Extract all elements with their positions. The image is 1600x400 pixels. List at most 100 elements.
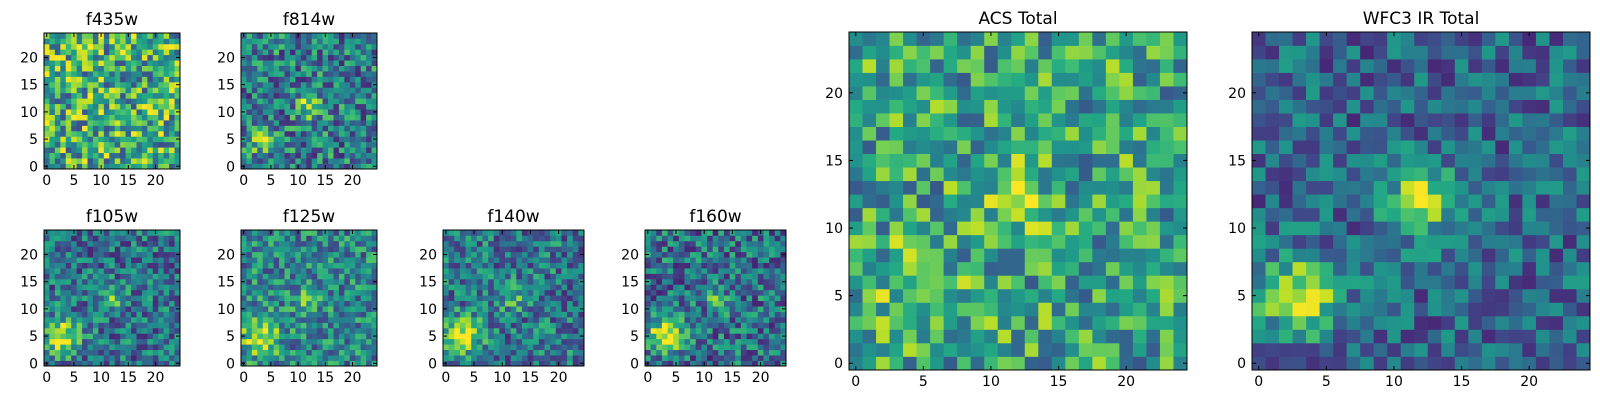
heatmap-cell xyxy=(136,268,143,274)
heatmap-cell xyxy=(488,278,495,285)
heatmap-cell xyxy=(147,333,154,340)
heatmap-cell xyxy=(54,60,61,66)
heatmap-cell xyxy=(1454,221,1469,236)
heatmap-cell xyxy=(289,76,296,83)
heatmap-cell xyxy=(769,317,776,323)
heatmap-cell xyxy=(338,355,345,361)
heatmap-cell xyxy=(328,103,334,110)
heatmap-cell xyxy=(521,327,528,334)
heatmap-cell xyxy=(916,86,931,100)
heatmap-cell xyxy=(735,349,742,356)
heatmap-cell xyxy=(65,130,72,137)
heatmap-cell xyxy=(251,152,258,159)
heatmap-cell xyxy=(109,136,116,143)
heatmap-cell xyxy=(1319,315,1334,330)
heatmap-cell xyxy=(661,311,668,318)
heatmap-cell xyxy=(338,349,345,356)
heatmap-cell xyxy=(516,257,523,263)
heatmap-cell xyxy=(76,246,83,253)
heatmap-cell xyxy=(289,163,296,170)
heatmap-cell xyxy=(1292,302,1307,317)
heatmap-cell xyxy=(87,273,94,280)
heatmap-cell xyxy=(1159,315,1174,330)
heatmap-cell xyxy=(889,221,904,236)
heatmap-cell xyxy=(1051,180,1066,195)
heatmap-cell xyxy=(752,317,759,323)
heatmap-cell xyxy=(98,60,105,66)
heatmap-cell xyxy=(92,147,99,154)
heatmap-cell xyxy=(338,327,345,334)
heatmap-cell xyxy=(131,317,137,323)
heatmap-cell xyxy=(718,360,725,367)
heatmap-cell xyxy=(1481,234,1496,249)
heatmap-cell xyxy=(505,251,512,258)
heatmap-cell xyxy=(273,322,280,329)
heatmap-cell xyxy=(355,360,362,367)
heatmap-cell xyxy=(1292,248,1307,263)
heatmap-cell xyxy=(98,38,105,45)
heatmap-cell xyxy=(289,87,296,94)
heatmap-cell xyxy=(1011,86,1026,100)
heatmap-cell xyxy=(65,338,72,345)
heatmap-cell xyxy=(136,49,143,56)
heatmap-cell xyxy=(338,136,345,143)
heatmap-cell xyxy=(493,257,500,263)
heatmap-cell xyxy=(1373,234,1388,249)
heatmap-cell xyxy=(661,257,668,263)
axes-frame xyxy=(848,31,1188,371)
heatmap-cell xyxy=(98,322,105,329)
heatmap-cell xyxy=(1441,342,1456,357)
heatmap-cell xyxy=(707,355,714,361)
heatmap-cell xyxy=(488,284,495,291)
x-tick-label: 20 xyxy=(344,173,362,189)
heatmap-cell xyxy=(344,257,351,263)
heatmap-cell xyxy=(246,289,253,296)
heatmap-cell xyxy=(268,81,274,88)
heatmap-cell xyxy=(723,338,730,345)
heatmap-cell xyxy=(510,311,517,318)
heatmap-cell xyxy=(550,230,557,236)
heatmap-cell xyxy=(1427,342,1442,357)
heatmap-cell xyxy=(241,38,247,45)
heatmap-cell xyxy=(169,235,175,242)
heatmap-cell xyxy=(1105,32,1120,46)
heatmap-cell xyxy=(1078,288,1093,303)
heatmap-cell xyxy=(328,317,334,323)
heatmap-cell xyxy=(284,273,291,280)
heatmap-cell xyxy=(1011,234,1026,249)
heatmap-cell xyxy=(273,251,280,258)
heatmap-cell xyxy=(903,342,917,357)
heatmap-cell xyxy=(459,344,466,351)
heatmap-cell xyxy=(1333,221,1347,236)
heatmap-cell xyxy=(349,251,356,258)
heatmap-cell xyxy=(268,120,274,126)
heatmap-cell xyxy=(158,268,165,274)
heatmap-cell xyxy=(131,300,137,307)
heatmap-cell xyxy=(645,327,651,334)
heatmap-cell xyxy=(876,234,890,249)
heatmap-cell xyxy=(493,360,500,367)
heatmap-cell xyxy=(544,230,551,236)
heatmap-cell xyxy=(92,71,99,77)
heatmap-cell xyxy=(459,355,466,361)
heatmap-cell xyxy=(311,349,318,356)
heatmap-cell xyxy=(251,87,258,94)
heatmap-cell xyxy=(257,60,264,66)
heatmap-cell xyxy=(678,317,685,323)
heatmap-cell xyxy=(862,180,877,195)
heatmap-cell xyxy=(322,87,329,94)
heatmap-cell xyxy=(527,251,534,258)
heatmap-cell xyxy=(459,327,466,334)
heatmap-cell xyxy=(158,257,165,263)
heatmap-cell xyxy=(344,87,351,94)
heatmap-cell xyxy=(1132,86,1147,100)
heatmap-cell xyxy=(49,284,56,291)
heatmap-cell xyxy=(555,295,562,302)
heatmap-cell xyxy=(54,311,61,318)
heatmap-cell xyxy=(125,268,132,274)
heatmap-cell xyxy=(656,317,663,323)
heatmap-cell xyxy=(257,338,264,345)
heatmap-cell xyxy=(65,230,72,236)
heatmap-cell xyxy=(273,300,280,307)
heatmap-cell xyxy=(54,317,61,323)
